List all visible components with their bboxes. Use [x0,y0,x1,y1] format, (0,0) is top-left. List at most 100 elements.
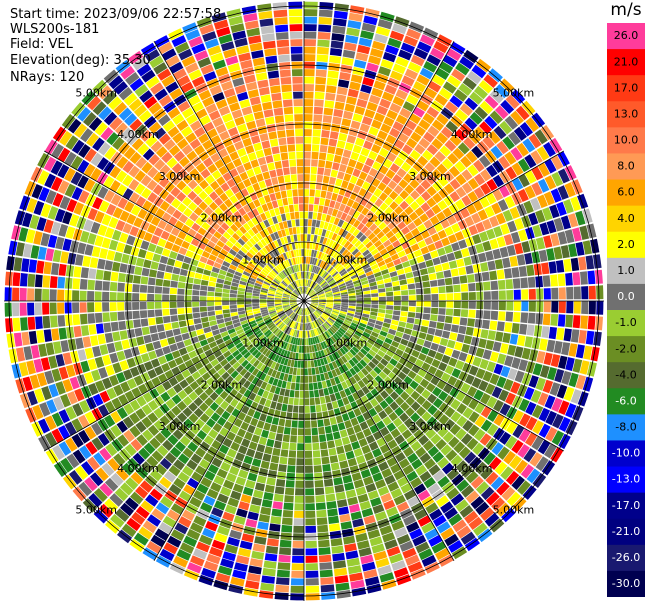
velocity-gate [236,164,246,174]
velocity-gate [273,257,280,265]
velocity-gate [348,226,357,234]
velocity-gate [480,406,492,418]
velocity-gate [344,103,355,113]
velocity-gate [92,101,107,116]
velocity-gate [287,285,294,291]
velocity-gate [99,344,109,356]
velocity-gate [195,217,205,227]
velocity-gate [353,424,362,434]
velocity-gate [596,285,604,300]
velocity-gate [399,190,409,200]
velocity-gate [11,363,22,379]
velocity-gate [362,428,372,438]
velocity-gate [134,170,146,182]
colorbar-tick-label: -30.0 [612,577,640,590]
velocity-gate [223,280,232,286]
velocity-gate [284,317,290,324]
velocity-gate [275,305,283,309]
velocity-gate [281,261,287,269]
velocity-gate [293,314,298,321]
velocity-gate [518,428,531,443]
velocity-gate [313,121,322,130]
velocity-gate [57,276,66,289]
velocity-gate [310,405,316,413]
velocity-gate [51,221,61,235]
velocity-gate [464,510,479,524]
velocity-gate [403,418,414,429]
velocity-gate [308,211,313,219]
velocity-gate [255,223,263,232]
velocity-gate [232,349,240,358]
velocity-gate [169,287,178,295]
velocity-gate [333,567,348,577]
velocity-gate [275,402,283,411]
velocity-gate [327,277,334,284]
velocity-gate [171,162,183,174]
velocity-gate [343,42,357,52]
velocity-gate [290,294,298,298]
velocity-gate [444,507,458,520]
velocity-gate [58,263,67,276]
velocity-gate [308,249,312,257]
velocity-gate [268,131,278,140]
velocity-gate [141,404,153,416]
velocity-gate [307,323,311,330]
velocity-gate [379,248,388,256]
velocity-gate [459,505,474,518]
velocity-gate [229,102,241,112]
velocity-gate [116,467,129,481]
velocity-gate [264,484,275,493]
velocity-gate [346,243,354,251]
velocity-gate [338,203,346,212]
velocity-gate [374,404,383,414]
velocity-gate [318,389,325,397]
velocity-gate [427,266,436,274]
velocity-gate [274,592,289,600]
velocity-gate [292,189,298,197]
velocity-gate [207,226,217,235]
velocity-gate [351,441,361,450]
velocity-gate [318,304,326,307]
velocity-gate [141,161,153,174]
velocity-gate [502,257,511,269]
velocity-gate [257,241,264,249]
velocity-gate [306,287,310,294]
velocity-gate [555,260,565,273]
velocity-gate [87,279,95,290]
velocity-gate [327,266,334,273]
velocity-gate [565,357,575,371]
velocity-gate [275,292,283,296]
velocity-gate [516,254,526,266]
velocity-gate [33,358,44,373]
velocity-gate [190,555,205,567]
velocity-gate [215,406,225,416]
velocity-gate [392,280,400,287]
velocity-gate [489,456,502,470]
velocity-gate [248,334,256,341]
velocity-gate [342,396,350,406]
velocity-gate [135,257,145,267]
velocity-gate [338,282,346,288]
velocity-gate [78,190,90,204]
velocity-gate [334,332,341,340]
velocity-gate [352,365,361,373]
velocity-gate [408,306,416,312]
velocity-gate [270,361,277,369]
velocity-gate [375,256,384,264]
velocity-gate [419,470,432,483]
velocity-gate [277,230,283,238]
velocity-gate [192,284,201,290]
velocity-gate [417,223,427,233]
velocity-gate [309,196,315,204]
velocity-gate [309,306,315,312]
velocity-gate [240,319,248,325]
velocity-gate [220,182,230,192]
velocity-gate [357,325,366,331]
velocity-gate [248,201,256,211]
velocity-gate [308,375,313,383]
velocity-gate [330,282,337,288]
velocity-gate [226,95,238,105]
velocity-gate [304,189,310,197]
velocity-gate [305,593,320,601]
velocity-gate [57,302,65,314]
